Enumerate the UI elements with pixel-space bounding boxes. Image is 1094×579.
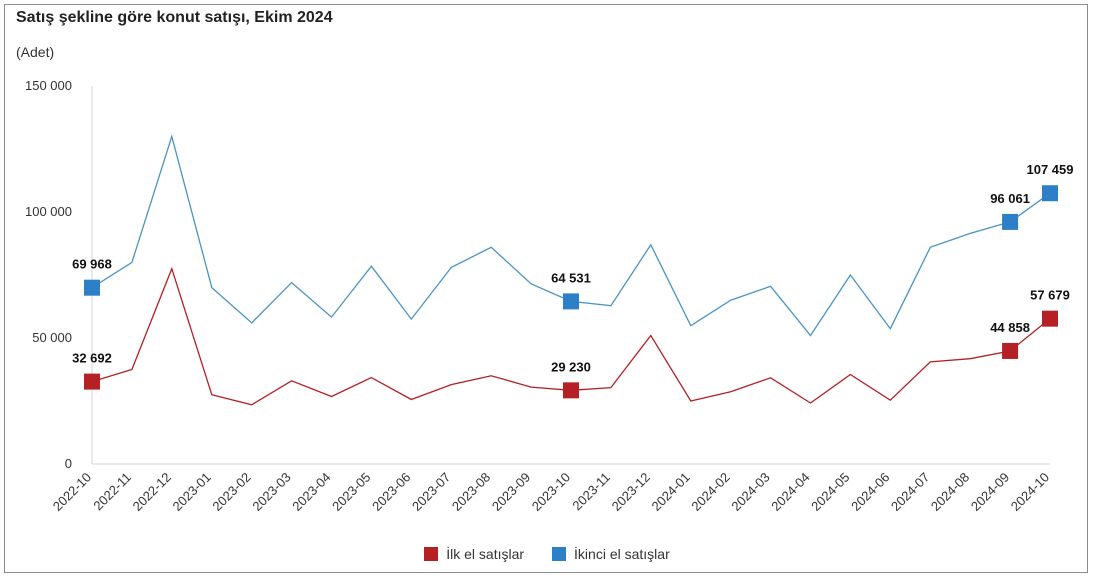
x-tick-label: 2024-07 xyxy=(888,470,932,514)
x-tick-label: 2023-04 xyxy=(289,470,333,514)
x-tick-label: 2022-10 xyxy=(50,470,94,514)
x-tick-label: 2023-02 xyxy=(209,470,253,514)
series-1-marker xyxy=(84,279,100,296)
x-tick-label: 2023-06 xyxy=(369,470,413,514)
x-tick-label: 2024-10 xyxy=(1008,470,1052,514)
x-tick-label: 2023-05 xyxy=(329,470,373,514)
series-0-data-label: 29 230 xyxy=(551,359,591,374)
x-tick-label: 2022-12 xyxy=(130,470,174,514)
x-tick-label: 2024-05 xyxy=(808,470,852,514)
series-0-marker xyxy=(1042,310,1058,327)
x-tick-label: 2024-04 xyxy=(768,470,812,514)
x-tick-label: 2022-11 xyxy=(90,470,134,514)
series-0-data-label: 44 858 xyxy=(990,320,1030,335)
legend-swatch-ikinci-el xyxy=(552,547,567,561)
series-1-marker xyxy=(1042,185,1058,202)
legend-item-ikinci-el[interactable]: İkinci el satışlar xyxy=(552,546,670,562)
series-1-data-label: 64 531 xyxy=(551,270,591,285)
x-tick-label: 2023-08 xyxy=(449,470,493,514)
y-tick-label: 50 000 xyxy=(32,330,72,345)
x-tick-label: 2024-03 xyxy=(728,470,772,514)
y-tick-label: 150 000 xyxy=(25,78,72,93)
chart-title: Satış şekline göre konut satışı, Ekim 20… xyxy=(16,9,333,26)
series-1-data-label: 96 061 xyxy=(990,191,1030,206)
series-1-data-label: 69 968 xyxy=(72,257,112,272)
series-0-marker xyxy=(84,373,100,390)
x-tick-label: 2024-02 xyxy=(688,470,732,514)
series-0-data-label: 32 692 xyxy=(72,351,112,366)
chart-unit: (Adet) xyxy=(16,44,55,60)
legend-label-ilk-el: İlk el satışlar xyxy=(446,546,525,562)
x-tick-label: 2023-01 xyxy=(170,470,214,514)
x-tick-label: 2024-06 xyxy=(848,470,892,514)
x-tick-label: 2023-03 xyxy=(249,470,293,514)
y-tick-label: 100 000 xyxy=(25,204,72,219)
chart-frame xyxy=(4,4,1088,573)
series-0-marker xyxy=(1002,342,1019,359)
x-tick-label: 2023-12 xyxy=(609,470,653,514)
series-1-marker xyxy=(1002,213,1019,230)
x-tick-label: 2024-09 xyxy=(968,470,1012,514)
x-tick-label: 2023-10 xyxy=(529,470,573,514)
series-1-data-label: 107 459 xyxy=(1027,162,1074,177)
x-tick-label: 2023-11 xyxy=(569,470,613,514)
series-0-data-label: 57 679 xyxy=(1030,288,1070,303)
chart-legend: İlk el satışlar İkinci el satışlar xyxy=(0,546,1094,562)
series-0-marker xyxy=(563,382,579,399)
legend-item-ilk-el[interactable]: İlk el satışlar xyxy=(424,546,524,562)
legend-swatch-ilk-el xyxy=(424,547,439,561)
legend-label-ikinci-el: İkinci el satışlar xyxy=(574,546,670,562)
x-tick-label: 2024-08 xyxy=(928,470,972,514)
x-tick-label: 2024-01 xyxy=(649,470,693,514)
x-tick-label: 2023-09 xyxy=(489,470,533,514)
x-tick-label: 2023-07 xyxy=(409,470,453,514)
series-1-marker xyxy=(563,293,579,310)
y-tick-label: 0 xyxy=(65,456,72,471)
